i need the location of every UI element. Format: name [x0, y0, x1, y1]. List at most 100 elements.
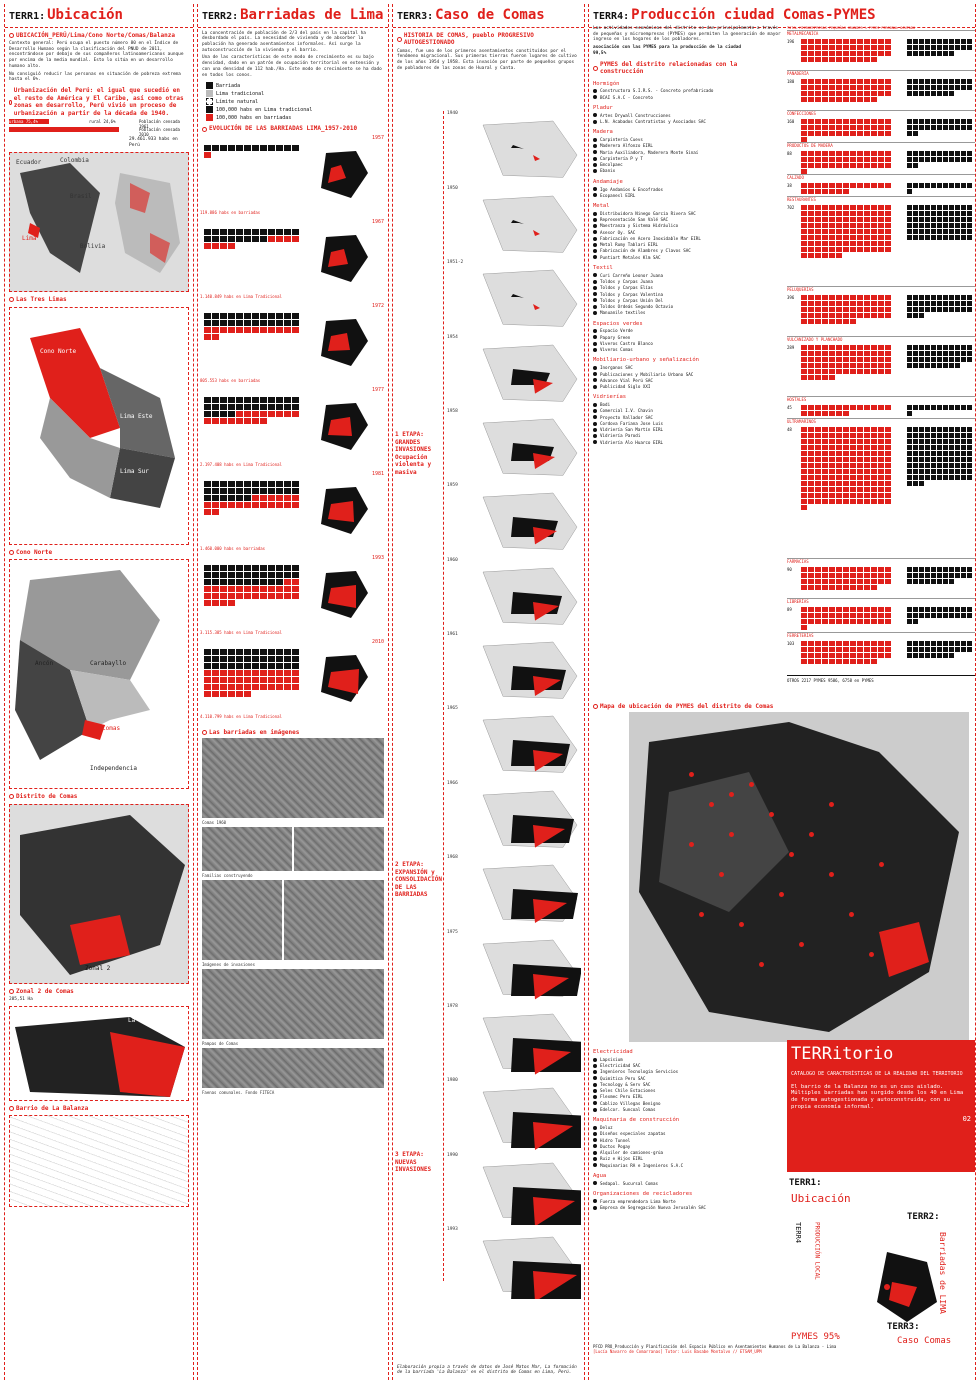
product-icon	[857, 585, 863, 591]
person-icon	[937, 223, 942, 229]
production-icons	[801, 427, 891, 511]
person-icon	[292, 662, 299, 669]
person-icon	[913, 125, 918, 131]
person-icon	[949, 475, 954, 481]
product-icon	[808, 211, 814, 217]
person-icon	[943, 183, 948, 189]
person-icon	[967, 641, 972, 647]
person-icon	[937, 463, 942, 469]
product-icon	[808, 613, 814, 619]
person-icon	[252, 655, 259, 662]
person-icon	[937, 351, 942, 357]
person-icon	[955, 427, 960, 433]
product-icon	[836, 313, 842, 319]
person-icon	[244, 410, 251, 417]
person-icon	[955, 573, 960, 579]
person-icon	[943, 451, 948, 457]
person-icon	[212, 333, 219, 340]
product-icon	[836, 319, 842, 325]
comas-map	[473, 859, 581, 927]
person-icon	[276, 592, 283, 599]
person-icon	[967, 439, 972, 445]
person-icon	[943, 79, 948, 85]
person-icon	[943, 223, 948, 229]
person-icon	[268, 564, 275, 571]
product-icon	[843, 157, 849, 163]
person-icon	[949, 229, 954, 235]
section-mapa-pymes: Mapa de ubicación de PYMES del distrito …	[593, 703, 773, 711]
product-icon	[850, 607, 856, 613]
person-icon	[907, 351, 912, 357]
bullet-icon	[593, 427, 597, 432]
person-icon	[967, 79, 972, 85]
population-icons	[204, 228, 304, 249]
comas-map	[473, 264, 581, 332]
item-label: Comercial I.V. Chavin	[600, 408, 653, 414]
product-icon	[815, 567, 821, 573]
product-icon	[801, 445, 807, 451]
person-icon	[937, 151, 942, 157]
person-icon	[276, 326, 283, 333]
person-icon	[284, 235, 291, 242]
product-icon	[878, 469, 884, 475]
person-icon	[943, 51, 948, 57]
product-icon	[815, 211, 821, 217]
product-icon	[850, 125, 856, 131]
product-icon	[850, 85, 856, 91]
product-icon	[836, 45, 842, 51]
product-icon	[829, 151, 835, 157]
category-title: Metal	[593, 203, 610, 210]
product-icon	[808, 223, 814, 229]
bullet-icon	[593, 1076, 597, 1081]
product-icon	[822, 119, 828, 125]
person-icon	[925, 427, 930, 433]
section-historia: HISTORIA DE COMAS, pueblo PROGRESIVO AUT…	[397, 32, 580, 47]
person-icon	[949, 157, 954, 163]
product-icon	[843, 57, 849, 63]
person-icon	[220, 683, 227, 690]
person-icon	[228, 690, 235, 697]
product-icon	[836, 151, 842, 157]
bullet-icon	[593, 279, 597, 284]
photo-comas-1960	[202, 738, 384, 819]
person-icon	[919, 427, 924, 433]
product-icon	[815, 247, 821, 253]
person-icon	[268, 669, 275, 676]
person-icon	[907, 211, 912, 217]
item-label: Alquiler de camiones-grúa	[600, 1150, 664, 1155]
person-icon	[955, 641, 960, 647]
person-icon	[260, 578, 267, 585]
product-icon	[843, 369, 849, 375]
lima-map	[306, 395, 376, 461]
pyme-marker	[759, 962, 764, 967]
product-icon	[850, 445, 856, 451]
product-icon	[808, 307, 814, 313]
person-icon	[220, 655, 227, 662]
product-icon	[836, 457, 842, 463]
person-icon	[907, 235, 912, 241]
product-icon	[843, 411, 849, 417]
product-icon	[836, 79, 842, 85]
product-icon	[878, 439, 884, 445]
circle-icon	[202, 126, 207, 132]
person-icon	[961, 463, 966, 469]
product-icon	[885, 433, 891, 439]
list-item: Fabricación de Alambres y Clavos SAC	[593, 248, 781, 253]
product-icon	[815, 493, 821, 499]
product-icon	[836, 91, 842, 97]
person-icon	[260, 669, 267, 676]
evolution-row: 1981 1.460.000 habs en barriadas	[198, 471, 388, 553]
person-icon	[931, 295, 936, 301]
person-icon	[913, 653, 918, 659]
product-icon	[822, 363, 828, 369]
product-icon	[843, 463, 849, 469]
product-icon	[822, 499, 828, 505]
employee-icons	[907, 295, 973, 319]
product-icon	[843, 573, 849, 579]
product-icon	[843, 499, 849, 505]
item-label: Manuanile textiles	[600, 310, 646, 316]
timeline-year: 1978	[447, 1003, 458, 1009]
person-icon	[955, 183, 960, 189]
list-item: Maderera Alfonzo EIRL	[593, 143, 781, 148]
production-row: FARMACIAS 90	[787, 558, 975, 598]
